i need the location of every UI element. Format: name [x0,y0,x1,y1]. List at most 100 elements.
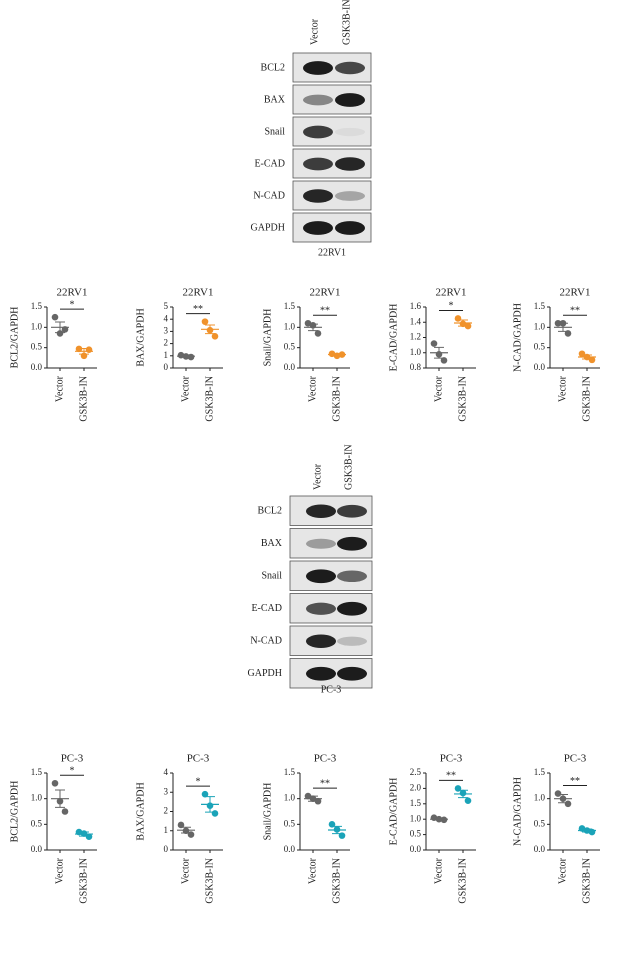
y-tick-label: 5 [164,301,169,311]
x-tick-label: Vector [557,857,568,884]
data-point [177,821,185,829]
y-tick-label: 1.5 [31,301,43,311]
significance-label: ** [193,304,203,315]
blot-band [306,666,336,681]
y-tick-label: 0.5 [534,818,546,828]
blot-band [303,157,333,171]
blot-band [303,94,333,106]
blot-band [306,569,336,584]
y-tick-label: 1.4 [410,316,422,326]
x-tick-label: Vector [433,857,444,884]
error-bar [582,354,592,360]
protein-label: BCL2 [261,62,285,73]
protein-label: Snail [264,126,285,137]
data-point [314,330,322,337]
blot-band [303,125,333,139]
significance-label: * [196,776,201,787]
x-tick-label: Vector [307,375,318,402]
blot-band [303,61,333,75]
error-bar [55,321,65,334]
blot-band [306,634,336,648]
protein-label: N-CAD [250,636,282,647]
protein-label: Snail [261,571,282,582]
x-tick-label: GSK3B-IN [204,858,215,904]
blot-band [303,189,333,203]
cell-line-label: PC-3 [321,684,342,695]
x-tick-label: Vector [180,857,191,884]
blot-band [335,93,365,107]
blot-band [337,666,367,681]
data-point [588,356,596,364]
lane-label: Vector [309,18,320,45]
y-tick-label: 2.0 [410,782,422,792]
data-point [56,330,64,337]
y-tick-label: 1.5 [534,301,546,311]
protein-label: N-CAD [253,190,285,201]
error-bar [55,789,65,808]
error-bar [582,828,592,833]
significance-label: ** [570,776,580,787]
x-tick-label: GSK3B-IN [204,376,215,422]
protein-label: E-CAD [254,158,285,169]
error-bar [332,825,342,835]
y-axis-label: BCL2/GAPDH [9,781,20,843]
y-tick-label: 1.2 [410,332,421,342]
y-tick-label: 0 [164,362,169,372]
chart-title: PC-3 [187,753,210,765]
y-tick-label: 1.5 [31,767,43,777]
chart-title: PC-3 [61,753,84,765]
y-axis-label: N-CAD/GAPDH [512,777,523,846]
data-point [51,313,59,321]
cell-line-label: 22RV1 [318,247,346,258]
x-tick-label: GSK3B-IN [331,376,342,422]
y-tick-label: 0.5 [31,818,43,828]
y-tick-label: 1.0 [31,793,43,803]
data-point [51,779,59,787]
y-tick-label: 1.0 [410,347,422,357]
data-point [564,800,572,808]
y-axis-label: Snail/GAPDH [262,783,273,841]
y-tick-label: 0.0 [410,844,422,854]
y-tick-label: 2.5 [410,767,422,777]
x-tick-label: GSK3B-IN [457,376,468,422]
significance-label: ** [570,306,580,317]
y-tick-label: 0.5 [284,342,296,352]
chart-title: 22RV1 [436,287,467,299]
x-tick-label: GSK3B-IN [331,858,342,904]
y-tick-label: 1.5 [534,767,546,777]
significance-label: * [70,299,75,310]
y-tick-label: 1.0 [534,793,546,803]
y-tick-label: 2 [164,338,169,348]
error-bar [308,795,318,802]
data-point [440,357,448,364]
error-bar [308,323,318,332]
blot-band [306,504,336,518]
error-bar [79,347,89,355]
y-tick-label: 4 [164,313,169,323]
y-tick-label: 0.0 [31,844,43,854]
chart-title: 22RV1 [183,287,214,299]
error-bar [434,346,444,359]
data-point [85,346,93,354]
y-tick-label: 0.0 [284,844,296,854]
y-tick-label: 0.0 [284,362,296,372]
chart-title: PC-3 [440,753,463,765]
x-tick-label: Vector [54,375,65,402]
data-point [85,833,93,840]
chart-title: 22RV1 [57,287,88,299]
blot-band [335,61,365,75]
data-point [304,319,312,327]
y-axis-label: N-CAD/GAPDH [512,303,523,372]
lane-label: Vector [312,463,323,490]
x-tick-label: GSK3B-IN [457,858,468,904]
protein-label: BCL2 [258,506,282,517]
data-point [464,797,472,805]
error-bar [181,355,191,358]
y-tick-label: 1.0 [284,793,296,803]
error-bar [458,319,468,327]
x-tick-label: Vector [307,857,318,884]
protein-label: GAPDH [248,668,282,679]
y-tick-label: 0.5 [410,829,422,839]
y-tick-label: 1 [164,825,169,835]
